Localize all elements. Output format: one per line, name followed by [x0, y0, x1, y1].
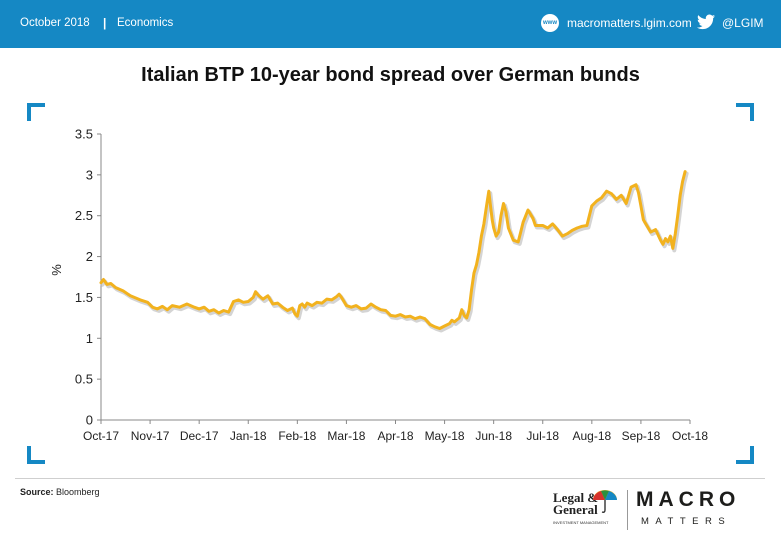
logo-divider [627, 490, 628, 530]
frame-corner-bottom-right [736, 446, 754, 464]
x-tick-label: Mar-18 [327, 429, 365, 443]
twitter-handle[interactable]: @LGIM [722, 16, 764, 30]
x-tick-label: Sep-18 [622, 429, 661, 443]
x-tick-label: Oct-18 [672, 429, 708, 443]
line-chart: 0 0.5 1 1.5 2 2.5 3 3.5 Oct-17 Nov-17 Dec-17 Jan-18… [49, 127, 708, 444]
x-tick-label: Apr-18 [377, 429, 413, 443]
x-tick-label: Jun-18 [475, 429, 512, 443]
y-tick-label: 1.5 [75, 290, 93, 305]
y-tick-label: 2.5 [75, 208, 93, 223]
source-label: Source: [20, 487, 54, 497]
y-tick-label: 1 [86, 331, 93, 346]
x-tick-label: Aug-18 [572, 429, 611, 443]
lg-line1: Legal & [553, 490, 599, 505]
series-line-0 [99, 170, 687, 330]
report-date: October 2018 [20, 17, 90, 29]
source-value: Bloomberg [56, 487, 100, 497]
y-tick-label: 3 [86, 167, 93, 182]
x-tick-label: Oct-17 [83, 429, 119, 443]
header-separator: | [103, 16, 107, 30]
y-tick-label: 3.5 [75, 127, 93, 142]
macro-wordmark: MACRO [636, 488, 741, 511]
lg-subtitle: INVESTMENT MANAGEMENT [553, 520, 609, 525]
frame-corner-bottom-left [27, 446, 45, 464]
website-icon: www [541, 14, 559, 32]
y-tick-label: 0.5 [75, 372, 93, 387]
y-tick-label: 2 [86, 249, 93, 264]
chart-title: Italian BTP 10-year bond spread over Ger… [141, 64, 640, 86]
twitter-icon[interactable] [697, 14, 715, 30]
x-tick-label: Jan-18 [230, 429, 267, 443]
y-tick-label: 0 [86, 413, 93, 428]
source-note: Source: Bloomberg [20, 487, 100, 497]
x-tick-label: Nov-17 [131, 429, 170, 443]
footer-divider [15, 478, 765, 479]
header-bar: October 2018 | Economics www macromatter… [0, 0, 781, 48]
x-tick-label: Dec-17 [180, 429, 219, 443]
matters-wordmark: MATTERS [641, 516, 732, 527]
lg-line2: General [553, 502, 598, 517]
frame-corner-top-right [736, 103, 754, 121]
report-category: Economics [117, 17, 174, 29]
website-link[interactable]: macromatters.lgim.com [567, 16, 692, 30]
x-tick-label: Jul-18 [526, 429, 559, 443]
frame-corner-top-left [27, 103, 45, 121]
legal-general-logo: Legal & General INVESTMENT MANAGEMENT [553, 488, 621, 532]
x-tick-label: Feb-18 [278, 429, 316, 443]
legal-general-wordmark: Legal & General [553, 490, 599, 517]
y-axis-label: % [49, 264, 64, 276]
umbrella-icon [593, 490, 617, 513]
x-tick-label: May-18 [425, 429, 465, 443]
